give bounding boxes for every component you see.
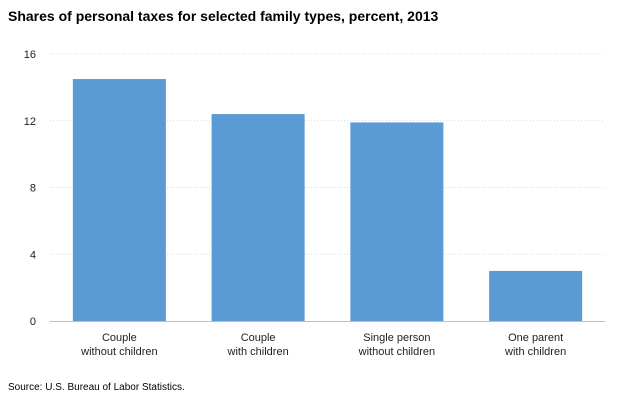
chart-title: Shares of personal taxes for selected fa… xyxy=(8,8,439,24)
y-tick-label: 12 xyxy=(24,116,36,128)
bar xyxy=(489,270,583,321)
x-tick-label: Couple without children xyxy=(80,332,157,358)
x-axis-tick-labels: Couple without children Couple with childre… xyxy=(80,332,566,358)
y-tick-label: 0 xyxy=(30,316,36,328)
gridlines xyxy=(50,53,605,255)
x-tick-label: Couple with children xyxy=(227,332,289,358)
x-tick-label: One parent with children xyxy=(504,332,566,358)
x-tick-label: Single person without children xyxy=(358,332,435,358)
y-tick-label: 8 xyxy=(30,183,36,195)
y-tick-label: 16 xyxy=(24,49,36,61)
bar xyxy=(211,114,305,321)
y-axis-tick-labels: 0 4 8 12 16 xyxy=(24,49,36,328)
source-note: Source: U.S. Bureau of Labor Statistics. xyxy=(8,382,185,393)
y-tick-label: 4 xyxy=(30,249,36,261)
bar xyxy=(72,79,166,321)
bars xyxy=(72,79,583,321)
bar xyxy=(350,122,444,321)
